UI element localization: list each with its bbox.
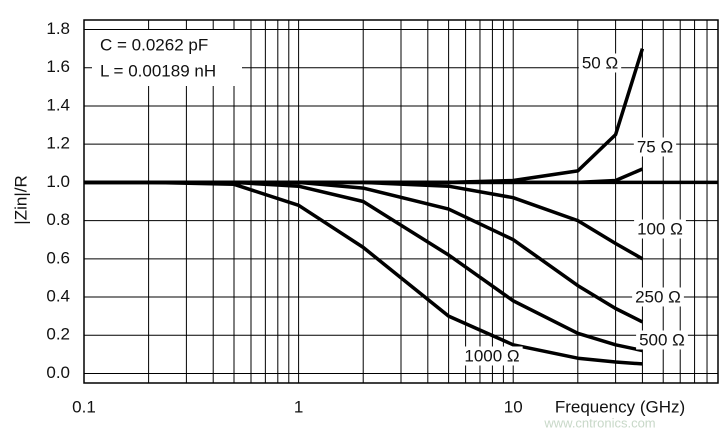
series-label: 500 Ω (639, 330, 685, 349)
x-tick-label: 0.1 (72, 397, 96, 416)
y-tick-label: 1.0 (46, 172, 70, 191)
y-tick-label: 1.2 (46, 134, 70, 153)
watermark: www.cntronics.com (543, 415, 655, 430)
y-tick-label: 1.6 (46, 57, 70, 76)
series-label-bg (578, 53, 622, 73)
series-line (84, 180, 643, 366)
series-label: 50 Ω (582, 53, 618, 72)
series-label-bg (634, 219, 686, 239)
y-tick-label: 1.4 (46, 95, 70, 114)
x-tick-label: 1 (294, 397, 303, 416)
y-tick-label: 1.8 (46, 19, 70, 38)
annotation-box (92, 30, 242, 86)
y-tick-label: 0.0 (46, 363, 70, 382)
plot-frame (83, 19, 719, 384)
series-label: 1000 Ω (464, 346, 519, 365)
series-label-bg (461, 346, 523, 366)
annotation: C = 0.0262 pF (100, 35, 208, 54)
series-label: 75 Ω (637, 137, 673, 156)
series-label-bg (633, 137, 677, 157)
series-label: 250 Ω (635, 287, 681, 306)
series-label-bg (636, 330, 688, 350)
x-tick-label: 10 (504, 397, 523, 416)
series-label: 100 Ω (637, 219, 683, 238)
x-axis-label: Frequency (GHz) (555, 397, 685, 416)
y-tick-label: 0.8 (46, 210, 70, 229)
y-tick-label: 0.4 (46, 287, 70, 306)
y-tick-label: 0.6 (46, 248, 70, 267)
series-label-bg (632, 287, 684, 307)
y-tick-label: 0.2 (46, 325, 70, 344)
y-axis-label: |Zin|/R (11, 175, 30, 224)
annotation: L = 0.00189 nH (100, 61, 216, 80)
